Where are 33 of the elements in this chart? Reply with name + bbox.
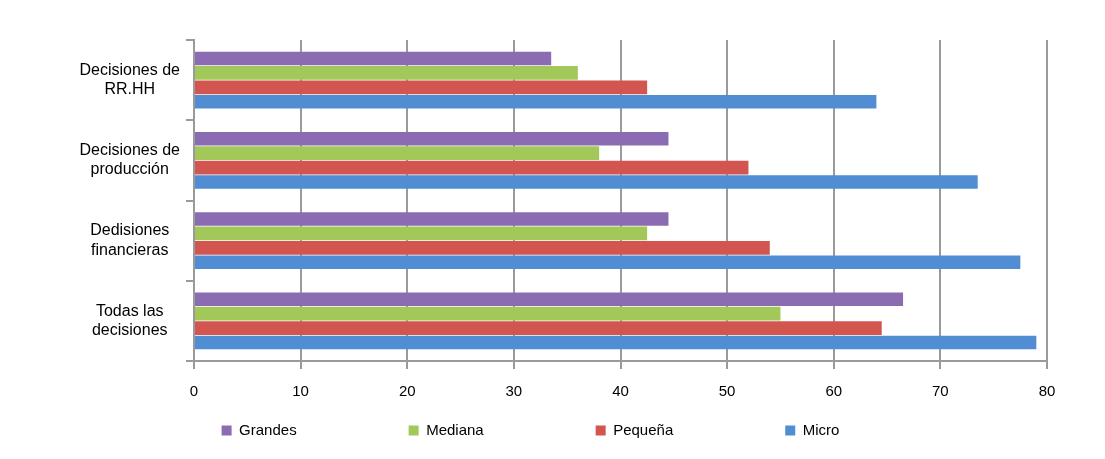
x-tick-label: 20 [398,382,416,400]
bar [195,212,669,226]
bar [195,241,770,255]
y-tick-label: Decisiones de RR.HH [79,60,181,98]
bar [195,321,882,335]
y-tick-label: Decisiones de producción [79,141,181,178]
legend-label: Micro [802,420,840,438]
x-tick-label: 70 [932,382,949,400]
legend-label: Pequeña [613,420,674,438]
x-tick-label: 10 [292,382,309,400]
x-tick-label: 30 [505,382,523,400]
x-tick-label: 0 [189,382,199,400]
bar [195,80,648,95]
legend-label: Mediana [426,420,485,438]
bar [195,131,669,146]
x-tick-label: 60 [825,382,843,400]
bar [195,335,1037,350]
legend-label: Grandes [239,420,297,438]
bar [195,292,904,306]
x-tick-label: 40 [612,382,629,400]
bar [195,66,578,80]
x-tick-label: 50 [718,382,736,400]
y-tick-label: Todas las decisiones [91,301,168,338]
bar [195,95,877,109]
bar [195,146,600,160]
bar [195,255,1021,270]
bar [195,160,749,175]
bar [195,175,978,189]
bar [195,226,648,241]
x-tick-label: 80 [1038,382,1056,400]
y-tick-label: Dedisiones financieras [90,221,170,258]
bar [195,51,552,66]
bar [195,306,781,321]
